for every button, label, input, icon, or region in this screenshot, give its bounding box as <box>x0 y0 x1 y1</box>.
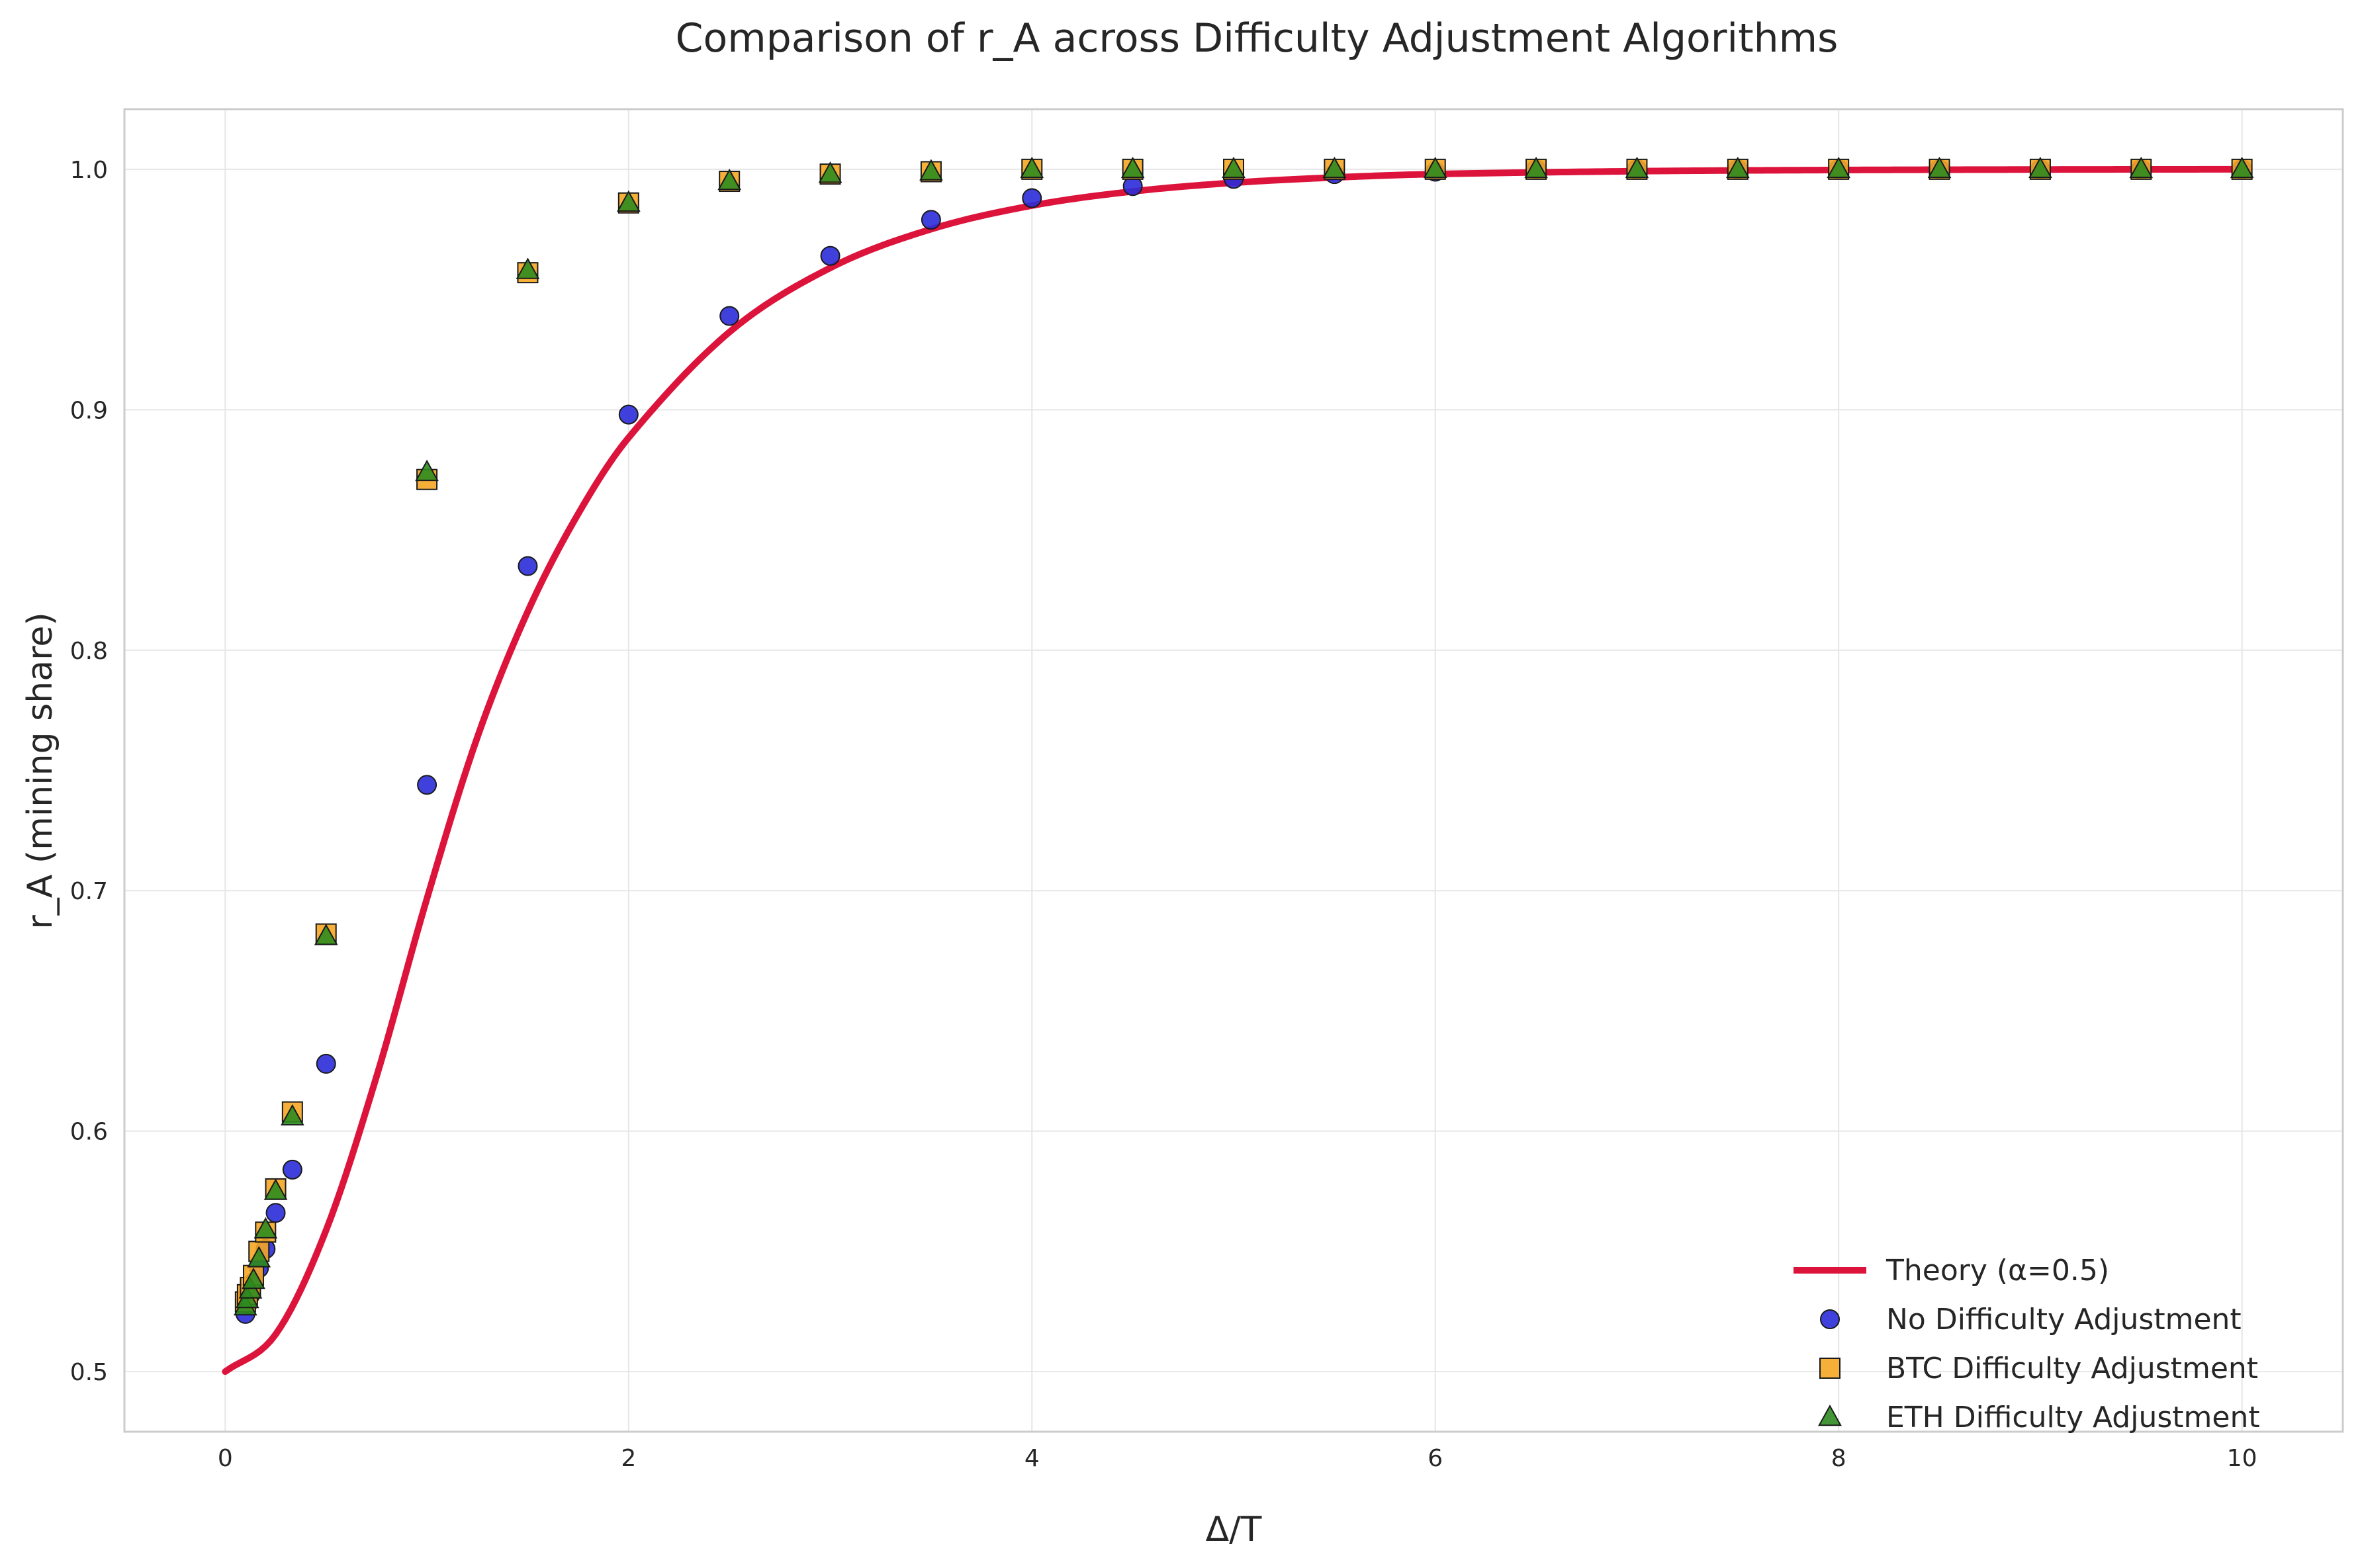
triangle-point <box>1120 156 1145 179</box>
x-axis-label: Δ/T <box>1206 1510 1262 1549</box>
y-tick-label: 1.0 <box>70 157 108 184</box>
triangle-point <box>1524 156 1548 179</box>
chart-title: Comparison of r_A across Difficulty Adju… <box>676 15 1839 62</box>
triangle-point <box>1827 156 1850 179</box>
legend-label: Theory (α=0.5) <box>1885 1254 2109 1287</box>
triangle-point <box>263 1178 288 1200</box>
triangle-point <box>253 1217 278 1239</box>
legend-triangle-swatch <box>1818 1404 1842 1426</box>
circle-point <box>316 1053 336 1074</box>
circle-point <box>417 775 437 795</box>
circle-point <box>719 306 740 326</box>
triangle-point <box>242 1267 265 1289</box>
triangle-point <box>919 159 943 181</box>
circle-point <box>820 245 840 266</box>
circle-point <box>265 1203 286 1223</box>
triangle-point <box>1423 156 1447 179</box>
legend-circle-swatch <box>1820 1309 1840 1329</box>
triangle-point <box>2028 156 2052 179</box>
circle-point <box>1022 188 1042 208</box>
y-axis-ticks: 0.5 0.6 0.7 0.8 0.9 1.0 <box>70 157 108 1386</box>
triangle-point <box>1927 156 1952 179</box>
legend: Theory (α=0.5) No Difficulty Adjustment BT… <box>1794 1254 2260 1434</box>
legend-item: No Difficulty Adjustment <box>1820 1303 2242 1336</box>
y-axis-label: r_A (mining share) <box>21 612 60 929</box>
triangle-point <box>1322 156 1347 179</box>
x-tick-label: 10 <box>2227 1445 2257 1472</box>
y-tick-label: 0.6 <box>70 1119 108 1146</box>
legend-label: No Difficulty Adjustment <box>1886 1303 2242 1336</box>
y-tick-label: 0.9 <box>70 397 108 424</box>
x-tick-label: 4 <box>1024 1445 1040 1472</box>
y-tick-label: 0.7 <box>70 878 108 905</box>
triangle-point <box>1625 156 1649 179</box>
legend-label: ETH Difficulty Adjustment <box>1886 1401 2260 1434</box>
marker-layer <box>234 156 2254 1324</box>
triangle-point <box>314 924 338 945</box>
circle-point <box>618 404 639 425</box>
legend-item: Theory (α=0.5) <box>1794 1254 2109 1287</box>
triangle-point <box>617 190 641 212</box>
triangle-point <box>1020 156 1044 179</box>
triangle-point <box>1222 156 1246 179</box>
triangle-point <box>818 161 842 183</box>
triangle-point <box>415 459 439 482</box>
legend-item: ETH Difficulty Adjustment <box>1818 1401 2260 1434</box>
triangle-point <box>281 1104 304 1126</box>
legend-square-swatch <box>1819 1358 1840 1379</box>
x-tick-label: 6 <box>1428 1445 1443 1472</box>
triangle-point <box>2129 156 2154 179</box>
grid <box>124 109 2343 1432</box>
x-tick-label: 0 <box>218 1445 233 1472</box>
circle-point <box>282 1159 302 1180</box>
triangle-point <box>1726 156 1750 179</box>
triangle-point <box>516 257 540 279</box>
y-tick-label: 0.5 <box>70 1359 108 1386</box>
triangle-point <box>2230 156 2254 179</box>
circle-point <box>921 210 941 230</box>
triangle-point <box>717 168 741 191</box>
legend-item: BTC Difficulty Adjustment <box>1819 1352 2258 1385</box>
legend-label: BTC Difficulty Adjustment <box>1886 1352 2258 1385</box>
x-axis-ticks: 0 2 4 6 8 10 <box>218 1445 2257 1472</box>
triangle-point <box>247 1246 271 1268</box>
x-tick-label: 8 <box>1831 1445 1846 1472</box>
plot-frame <box>123 108 2344 1433</box>
y-tick-label: 0.8 <box>70 638 108 665</box>
series-triangle <box>234 156 2254 1316</box>
circle-point <box>518 556 538 576</box>
x-tick-label: 2 <box>621 1445 636 1472</box>
